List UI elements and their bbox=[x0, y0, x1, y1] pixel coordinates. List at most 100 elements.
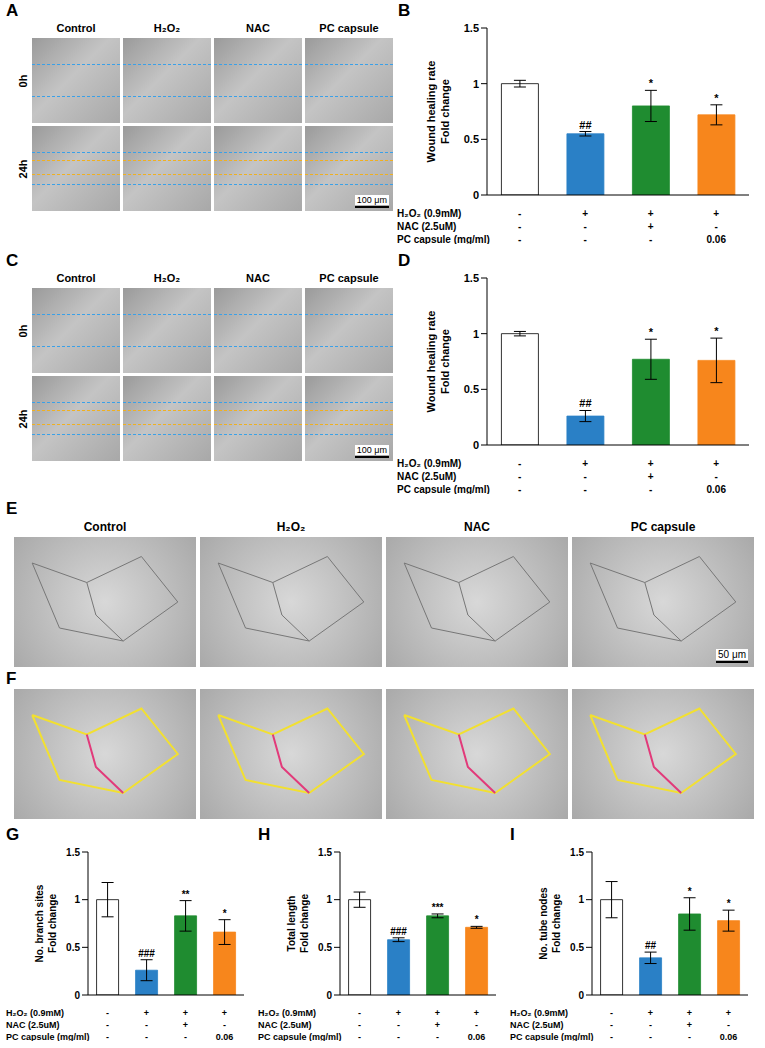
svg-text:*: * bbox=[714, 92, 719, 104]
svg-text:-: - bbox=[106, 1008, 109, 1018]
svg-text:No. tube nodes: No. tube nodes bbox=[538, 887, 549, 960]
svg-text:0: 0 bbox=[326, 990, 332, 1001]
svg-text:Total length: Total length bbox=[286, 896, 297, 952]
svg-text:+: + bbox=[648, 471, 654, 482]
svg-text:-: - bbox=[610, 1032, 613, 1041]
svg-text:-: - bbox=[358, 1008, 361, 1018]
svg-text:1.5: 1.5 bbox=[66, 847, 80, 858]
svg-text:0.06: 0.06 bbox=[216, 1032, 234, 1041]
svg-text:Fold change: Fold change bbox=[439, 79, 451, 144]
svg-text:-: - bbox=[358, 1020, 361, 1030]
svg-text:1.5: 1.5 bbox=[570, 847, 584, 858]
svg-text:1: 1 bbox=[473, 328, 479, 340]
svg-text:###: ### bbox=[390, 926, 407, 937]
svg-text:*: * bbox=[649, 326, 654, 338]
svg-text:0.5: 0.5 bbox=[464, 383, 479, 395]
svg-text:-: - bbox=[727, 1020, 730, 1030]
svg-text:-: - bbox=[649, 1032, 652, 1041]
svg-text:Fold change: Fold change bbox=[47, 894, 58, 953]
svg-text:+: + bbox=[183, 1008, 188, 1018]
svg-text:0.06: 0.06 bbox=[468, 1032, 486, 1041]
svg-text:**: ** bbox=[182, 889, 190, 900]
svg-text:1.5: 1.5 bbox=[318, 847, 332, 858]
svg-text:0: 0 bbox=[473, 439, 479, 451]
svg-text:No. branch sites: No. branch sites bbox=[34, 884, 45, 962]
svg-text:0: 0 bbox=[578, 990, 584, 1001]
svg-text:-: - bbox=[223, 1020, 226, 1030]
svg-text:1: 1 bbox=[74, 894, 80, 905]
svg-text:+: + bbox=[726, 1008, 731, 1018]
svg-text:0.5: 0.5 bbox=[318, 942, 332, 953]
svg-text:+: + bbox=[687, 1020, 692, 1030]
svg-text:Fold change: Fold change bbox=[551, 894, 562, 953]
svg-text:###: ### bbox=[138, 948, 155, 959]
svg-text:PC capsule (mg/ml): PC capsule (mg/ml) bbox=[510, 1032, 594, 1041]
svg-text:+: + bbox=[687, 1008, 692, 1018]
svg-text:H₂O₂ (0.9mM): H₂O₂ (0.9mM) bbox=[397, 208, 461, 219]
svg-text:NAC (2.5uM): NAC (2.5uM) bbox=[397, 221, 456, 232]
svg-text:-: - bbox=[584, 234, 587, 244]
svg-text:Fold change: Fold change bbox=[299, 894, 310, 953]
svg-text:-: - bbox=[610, 1020, 613, 1030]
svg-text:*: * bbox=[714, 325, 719, 337]
svg-text:0.5: 0.5 bbox=[66, 942, 80, 953]
svg-text:+: + bbox=[183, 1020, 188, 1030]
svg-text:-: - bbox=[649, 484, 652, 494]
svg-text:-: - bbox=[436, 1032, 439, 1041]
svg-text:+: + bbox=[222, 1008, 227, 1018]
svg-text:*: * bbox=[649, 77, 654, 89]
svg-text:-: - bbox=[397, 1020, 400, 1030]
svg-text:-: - bbox=[518, 234, 521, 244]
svg-text:PC capsule (mg/ml): PC capsule (mg/ml) bbox=[397, 234, 490, 244]
svg-text:##: ## bbox=[579, 119, 591, 131]
svg-text:1: 1 bbox=[473, 78, 479, 90]
svg-text:0.5: 0.5 bbox=[570, 942, 584, 953]
svg-text:NAC (2.5uM): NAC (2.5uM) bbox=[510, 1020, 564, 1030]
svg-text:H₂O₂ (0.9mM): H₂O₂ (0.9mM) bbox=[397, 458, 461, 469]
svg-text:NAC (2.5uM): NAC (2.5uM) bbox=[6, 1020, 60, 1030]
svg-text:0: 0 bbox=[74, 990, 80, 1001]
svg-text:+: + bbox=[435, 1020, 440, 1030]
svg-text:-: - bbox=[518, 484, 521, 494]
svg-text:0: 0 bbox=[473, 189, 479, 201]
svg-text:-: - bbox=[145, 1020, 148, 1030]
svg-text:-: - bbox=[610, 1008, 613, 1018]
svg-text:Fold change: Fold change bbox=[439, 329, 451, 394]
svg-text:NAC (2.5uM): NAC (2.5uM) bbox=[258, 1020, 312, 1030]
svg-text:H₂O₂ (0.9mM): H₂O₂ (0.9mM) bbox=[510, 1008, 568, 1018]
svg-text:*: * bbox=[475, 914, 479, 925]
svg-text:-: - bbox=[106, 1032, 109, 1041]
svg-text:+: + bbox=[713, 208, 719, 219]
svg-text:*: * bbox=[688, 886, 692, 897]
svg-text:-: - bbox=[184, 1032, 187, 1041]
svg-text:0.06: 0.06 bbox=[720, 1032, 738, 1041]
svg-text:+: + bbox=[648, 1008, 653, 1018]
svg-text:##: ## bbox=[645, 940, 657, 951]
svg-text:Wound healing rate: Wound healing rate bbox=[425, 311, 437, 413]
svg-text:-: - bbox=[358, 1032, 361, 1041]
svg-text:-: - bbox=[715, 221, 718, 232]
svg-text:-: - bbox=[649, 234, 652, 244]
svg-text:##: ## bbox=[579, 397, 591, 409]
svg-text:-: - bbox=[584, 484, 587, 494]
svg-text:0.06: 0.06 bbox=[707, 234, 727, 244]
svg-text:-: - bbox=[518, 208, 521, 219]
svg-text:1.5: 1.5 bbox=[464, 22, 479, 34]
svg-text:1: 1 bbox=[326, 894, 332, 905]
svg-text:+: + bbox=[582, 208, 588, 219]
svg-text:-: - bbox=[397, 1032, 400, 1041]
svg-text:1.5: 1.5 bbox=[464, 272, 479, 284]
svg-text:PC capsule (mg/ml): PC capsule (mg/ml) bbox=[258, 1032, 342, 1041]
svg-text:0.5: 0.5 bbox=[464, 133, 479, 145]
svg-text:Wound healing rate: Wound healing rate bbox=[425, 61, 437, 163]
svg-text:-: - bbox=[518, 471, 521, 482]
svg-text:-: - bbox=[688, 1032, 691, 1041]
svg-text:PC capsule (mg/ml): PC capsule (mg/ml) bbox=[6, 1032, 90, 1041]
svg-text:H₂O₂ (0.9mM): H₂O₂ (0.9mM) bbox=[258, 1008, 316, 1018]
svg-text:-: - bbox=[584, 471, 587, 482]
svg-text:+: + bbox=[713, 458, 719, 469]
svg-text:PC capsule (mg/ml): PC capsule (mg/ml) bbox=[397, 484, 490, 494]
svg-text:+: + bbox=[648, 458, 654, 469]
svg-text:+: + bbox=[396, 1008, 401, 1018]
svg-text:-: - bbox=[106, 1020, 109, 1030]
